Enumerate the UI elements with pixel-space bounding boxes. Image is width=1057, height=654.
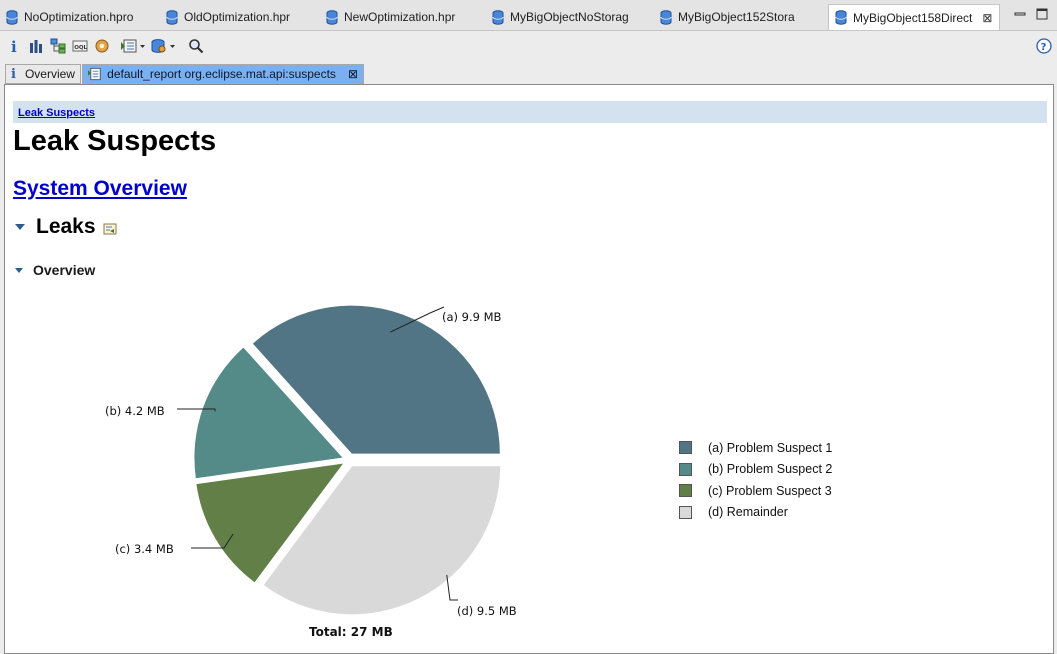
pie-leader-line <box>191 533 234 549</box>
pie-slice-label: (c) 3.4 MB <box>115 542 174 556</box>
report-content: Leak Suspects Leak Suspects System Overv… <box>4 84 1054 654</box>
heap-dump-icon <box>6 9 18 25</box>
editor-tab-newoptimization[interactable]: NewOptimization.hpr <box>326 5 455 29</box>
system-overview-link[interactable]: System Overview <box>13 177 187 200</box>
editor-tab-mybigobject152stora[interactable]: MyBigObject152Stora <box>660 5 795 29</box>
page-title: Leak Suspects <box>13 125 217 157</box>
pie-leader-line <box>446 574 458 601</box>
pie-leader-line <box>390 306 445 333</box>
svg-text:?: ? <box>1041 42 1047 53</box>
editor-tab-mybigobject158direct[interactable]: MyBigObject158Direct ⊠ <box>828 4 1000 30</box>
heap-dump-icon <box>326 9 338 25</box>
tab-overview[interactable]: i Overview <box>5 64 81 84</box>
breadcrumb: Leak Suspects <box>13 101 1047 123</box>
search-icon[interactable] <box>187 37 205 55</box>
legend-swatch <box>679 484 692 498</box>
breadcrumb-leak-suspects-link[interactable]: Leak Suspects <box>18 107 96 119</box>
collapse-triangle-icon[interactable] <box>15 267 23 273</box>
collapse-triangle-icon[interactable] <box>15 224 25 230</box>
pie-slice-b[interactable] <box>194 347 343 479</box>
pie-slice-label: (b) 4.2 MB <box>105 404 165 418</box>
legend-item: (b) Problem Suspect 2 <box>679 459 832 481</box>
heap-dump-icon <box>660 9 672 25</box>
tab-default-report-label: default_report org.eclipse.mat.api:suspe… <box>107 67 336 81</box>
legend-label: (d) Remainder <box>708 505 788 520</box>
legend-label: (c) Problem Suspect 3 <box>708 483 832 498</box>
leaks-section-header[interactable]: Leaks <box>15 215 118 239</box>
pie-slice-label: (a) 9.9 MB <box>442 310 502 324</box>
info-icon: i <box>11 66 16 82</box>
svg-text:OQL: OQL <box>74 45 87 51</box>
open-in-editor-icon[interactable] <box>103 222 118 235</box>
tab-default-report[interactable]: default_report org.eclipse.mat.api:suspe… <box>82 64 364 84</box>
legend-item: (d) Remainder <box>679 502 832 524</box>
editor-tab-label: NewOptimization.hpr <box>344 10 456 24</box>
pie-slice-d[interactable] <box>263 466 501 615</box>
editor-tab-mybigobjectnostorag[interactable]: MyBigObjectNoStorag <box>492 5 629 29</box>
legend-swatch <box>679 505 692 519</box>
close-tab-icon[interactable]: ⊠ <box>347 67 358 81</box>
overview-heading: Overview <box>33 262 96 278</box>
editor-tab-label: MyBigObjectNoStorag <box>510 10 629 24</box>
query-browser-icon <box>151 39 175 53</box>
help-icon[interactable]: ? <box>1035 37 1053 55</box>
pie-slice-c[interactable] <box>196 463 343 583</box>
svg-text:i: i <box>11 38 17 54</box>
query-browser-dropdown[interactable] <box>150 37 176 55</box>
close-tab-icon[interactable]: ⊠ <box>982 10 993 25</box>
legend-swatch <box>679 462 692 476</box>
heap-dump-icon <box>835 10 847 25</box>
editor-tab-label: OldOptimization.hpr <box>184 10 291 24</box>
leaks-heading: Leaks <box>36 215 96 238</box>
leak-suspects-pie-chart: (a) 9.9 MB (b) 4.2 MB (c) 3.4 MB (d) 9.5 MB… <box>105 305 517 639</box>
legend-label: (b) Problem Suspect 2 <box>708 462 833 477</box>
report-tab-bar: i Overview default_report org.eclipse.ma… <box>5 64 1057 84</box>
histogram-icon[interactable] <box>27 37 45 55</box>
run-report-dropdown[interactable] <box>120 37 146 55</box>
pie-chart-legend: (a) Problem Suspect 1 (b) Problem Suspect… <box>679 437 832 523</box>
editor-tab-label: NoOptimization.hpro <box>24 10 134 24</box>
editor-tab-label: MyBigObject152Stora <box>678 10 795 24</box>
pie-slice-label: (d) 9.5 MB <box>457 604 517 618</box>
pie-slice-a[interactable] <box>252 305 500 454</box>
legend-label: (a) Problem Suspect 1 <box>708 440 833 455</box>
report-toolbar: i OQL ? <box>0 31 1057 61</box>
overview-section-header[interactable]: Overview <box>15 262 95 278</box>
thread-overview-icon[interactable] <box>93 37 111 55</box>
legend-item: (a) Problem Suspect 1 <box>679 437 832 459</box>
editor-tab-bar: NoOptimization.hpro OldOptimization.hpr … <box>0 0 1057 31</box>
heap-dump-icon <box>166 9 178 25</box>
report-icon <box>88 67 101 81</box>
legend-item: (c) Problem Suspect 3 <box>679 480 832 502</box>
maximize-icon[interactable] <box>1036 8 1048 20</box>
pie-total-label: Total: 27 MB <box>309 625 393 639</box>
editor-tab-oldoptimization[interactable]: OldOptimization.hpr <box>166 5 290 29</box>
editor-tab-label: MyBigObject158Direct <box>853 10 973 25</box>
dominator-tree-icon[interactable] <box>49 37 67 55</box>
legend-swatch <box>679 441 692 455</box>
minimize-icon[interactable] <box>1014 8 1026 20</box>
editor-tab-nooptimization[interactable]: NoOptimization.hpro <box>6 5 133 29</box>
info-icon[interactable]: i <box>5 37 23 55</box>
run-report-icon <box>121 39 145 53</box>
heap-dump-icon <box>492 9 504 25</box>
oql-icon[interactable]: OQL <box>71 37 89 55</box>
tab-overview-label: Overview <box>24 67 75 81</box>
pie-leader-line <box>177 408 216 412</box>
